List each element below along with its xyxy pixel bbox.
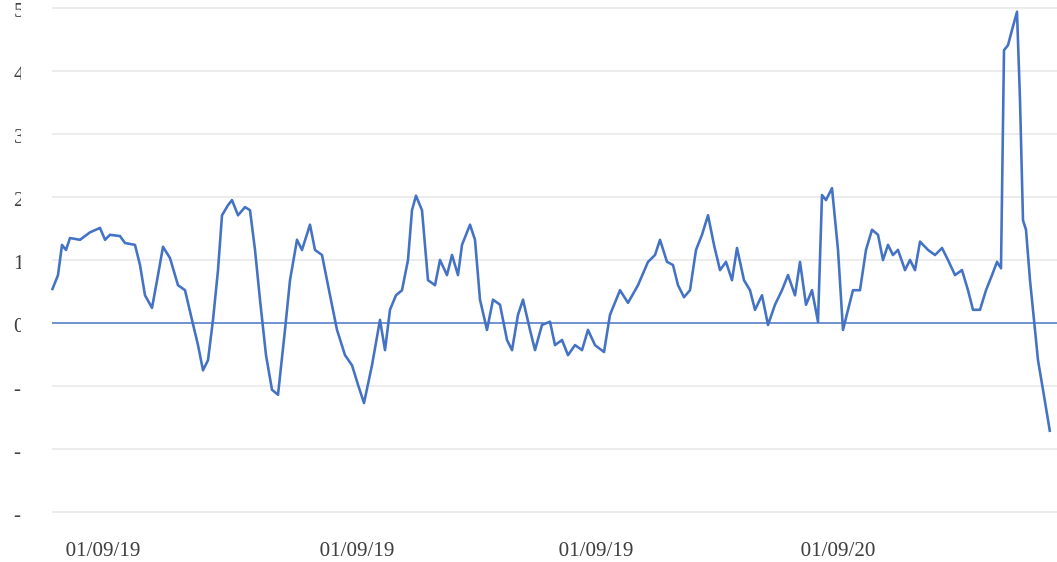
y-tick-label: -2 bbox=[14, 439, 32, 463]
y-tick-label: 2 bbox=[14, 187, 25, 211]
series-line bbox=[50, 10, 1052, 433]
plot bbox=[50, 10, 1057, 433]
y-tick-label: 5 bbox=[14, 0, 25, 22]
grid bbox=[52, 7, 1057, 513]
y-tick-label: -3 bbox=[14, 502, 32, 526]
y-tick-label: 0 bbox=[14, 313, 25, 337]
x-tick-label: 01/09/19 bbox=[559, 537, 634, 561]
y-tick-label: 4 bbox=[14, 61, 25, 85]
y-tick-label: 3 bbox=[14, 124, 25, 148]
y-tick-label: -1 bbox=[14, 376, 32, 400]
x-tick-label: 01/09/19 bbox=[320, 537, 395, 561]
y-axis-labels: -3 -2 -1 0 1 2 3 4 5 bbox=[14, 0, 32, 526]
x-tick-label: 01/09/20 bbox=[801, 537, 876, 561]
x-tick-label: 01/09/19 bbox=[66, 537, 141, 561]
y-tick-label: 1 bbox=[14, 250, 25, 274]
